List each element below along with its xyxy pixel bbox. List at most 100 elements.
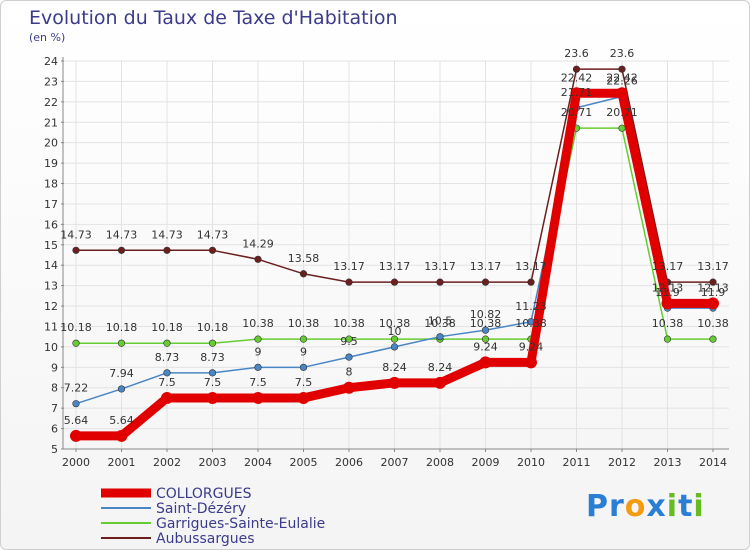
data-label: 14.73 <box>106 228 138 241</box>
data-label: 10.5 <box>428 315 453 328</box>
data-label: 20.71 <box>561 106 593 119</box>
data-point <box>390 278 399 286</box>
y-tick-label: 10 <box>44 341 58 354</box>
data-labels-layer: 14.73 14.73 14.73 14.73 14.29 13.58 13.17 13.17… <box>60 47 729 427</box>
data-label: 14.73 <box>151 228 183 241</box>
legend-label: Garrigues-Sainte-Eulalie <box>156 516 325 532</box>
data-label: 10.38 <box>242 317 274 330</box>
data-label: 13.17 <box>515 260 547 273</box>
data-point <box>345 278 353 286</box>
y-tick-label: 21 <box>44 116 58 129</box>
data-label: 13.17 <box>424 260 456 273</box>
data-point <box>299 335 308 343</box>
data-label: 22.26 <box>606 75 638 88</box>
y-tick-label: 11 <box>44 320 58 333</box>
data-point <box>527 278 535 286</box>
data-point <box>709 278 717 286</box>
data-point <box>252 391 264 404</box>
data-label: 10.38 <box>424 317 456 330</box>
data-point <box>72 339 80 347</box>
logo-letter: x <box>646 489 667 524</box>
data-label: 5.64 <box>64 414 89 427</box>
data-point <box>299 363 308 371</box>
series-layer <box>70 65 719 442</box>
x-tick-label: 2002 <box>153 456 181 469</box>
grid-layer <box>63 60 729 450</box>
data-point <box>479 356 492 369</box>
data-point <box>117 385 126 393</box>
legend: COLLORGUESSaint-DézéryGarrigues-Sainte-E… <box>101 486 325 547</box>
data-point <box>436 278 444 286</box>
data-point <box>161 391 173 404</box>
data-label: 22.42 <box>561 71 593 84</box>
data-label: 14.73 <box>197 228 229 241</box>
data-point <box>707 297 719 310</box>
data-label: 10.38 <box>288 317 320 330</box>
data-point <box>254 255 262 263</box>
legend-label: Aubussargues <box>156 531 255 547</box>
data-label: 10.38 <box>652 317 684 330</box>
data-point <box>661 297 674 310</box>
data-point <box>390 343 399 351</box>
data-label: 9 <box>300 345 307 358</box>
data-label: 14.73 <box>60 228 92 241</box>
data-label: 8.73 <box>200 351 225 364</box>
data-point <box>208 369 217 377</box>
x-tick-label: 2007 <box>381 456 409 469</box>
data-point <box>436 333 444 341</box>
data-point <box>163 339 171 347</box>
data-label: 8.73 <box>155 351 180 364</box>
data-point <box>663 335 672 343</box>
data-label: 13.17 <box>470 260 502 273</box>
data-label: 20.71 <box>606 106 638 119</box>
data-label: 13.17 <box>697 260 729 273</box>
legend-label: COLLORGUES <box>156 486 252 502</box>
data-point <box>72 400 80 408</box>
logo-letter: i <box>693 489 705 524</box>
y-tick-label: 19 <box>44 157 58 170</box>
data-label: 10.38 <box>379 317 411 330</box>
data-label: 7.5 <box>204 376 222 389</box>
y-tick-label: 8 <box>51 382 58 395</box>
data-label: 11.9 <box>655 286 680 299</box>
data-label: 10.18 <box>60 321 92 334</box>
data-point <box>115 429 128 442</box>
x-tick-label: 2013 <box>654 456 682 469</box>
x-tick-label: 2001 <box>108 456 136 469</box>
data-label: 13.58 <box>288 252 320 265</box>
data-point <box>434 376 446 389</box>
y-tick-label: 13 <box>44 280 58 293</box>
y-tick-label: 16 <box>44 218 58 231</box>
logo-letter: o <box>624 489 647 524</box>
x-tick-label: 2012 <box>608 456 636 469</box>
x-tick-label: 2004 <box>244 456 272 469</box>
x-tick-label: 2014 <box>699 456 727 469</box>
data-point <box>254 335 262 343</box>
logo-letter: t <box>678 489 694 524</box>
data-point <box>208 339 217 347</box>
y-tick-label: 18 <box>44 178 58 191</box>
data-point <box>117 339 126 347</box>
data-label: 7.22 <box>64 382 89 395</box>
x-tick-label: 2010 <box>517 456 545 469</box>
y-tick-label: 12 <box>44 300 58 313</box>
data-point <box>297 391 310 404</box>
data-point <box>117 246 126 254</box>
data-label: 23.6 <box>610 47 635 60</box>
data-label: 13.17 <box>333 260 365 273</box>
y-tick-label: 5 <box>51 443 58 456</box>
data-point <box>709 335 717 343</box>
data-label: 10.38 <box>697 317 729 330</box>
data-point <box>70 429 82 442</box>
proxiti-logo: Proxiti <box>586 489 705 524</box>
data-label: 10.38 <box>470 317 502 330</box>
x-tick-label: 2008 <box>426 456 454 469</box>
data-point <box>388 376 401 389</box>
data-label: 9 <box>255 345 262 358</box>
data-point <box>616 87 628 100</box>
data-label: 7.5 <box>295 376 313 389</box>
data-label: 10.18 <box>197 321 229 334</box>
x-tick-label: 2009 <box>472 456 500 469</box>
data-label: 10.82 <box>470 308 502 321</box>
